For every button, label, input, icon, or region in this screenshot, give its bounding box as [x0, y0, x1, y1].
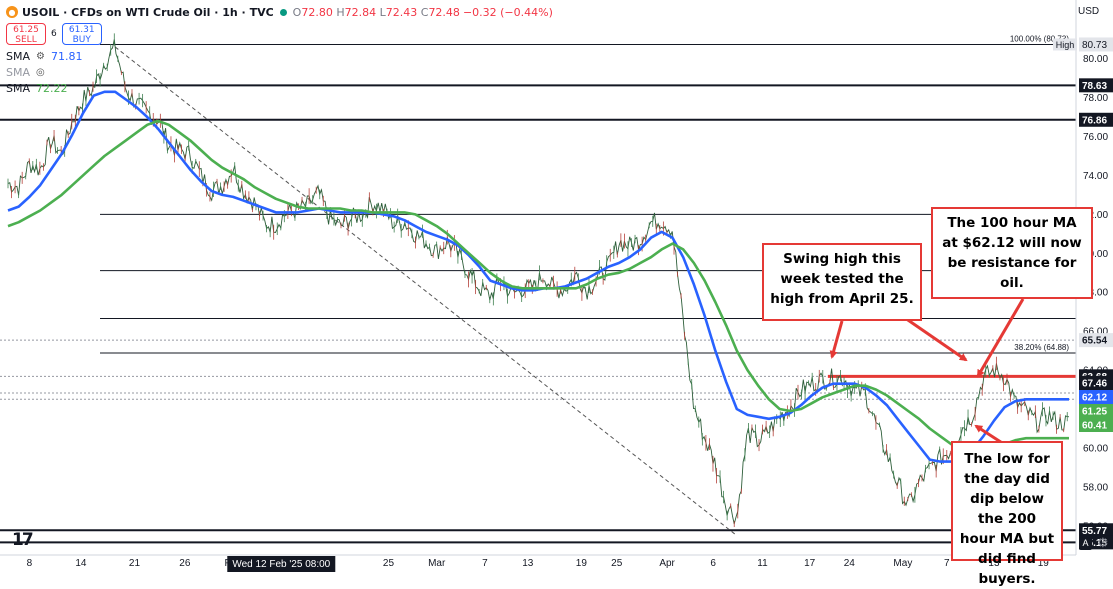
- level-price-text: 55.77: [1082, 526, 1107, 537]
- current-price-badge: [1079, 418, 1113, 432]
- callout-swing-high: Swing high this week tested the high fro…: [762, 243, 922, 321]
- y-tick-label: 78.00: [1083, 93, 1108, 104]
- crosshair-time-label: Wed 12 Feb '25 08:00: [232, 559, 330, 570]
- level-price-text: 78.63: [1082, 81, 1107, 92]
- arrow-to-100-hour-ma: [976, 298, 1025, 378]
- x-tick-label: 7: [944, 558, 950, 569]
- x-tick-label: 6: [710, 558, 716, 569]
- x-tick-label: Apr: [659, 558, 675, 569]
- currency-label[interactable]: USD: [1078, 6, 1100, 17]
- price-change: −0.32 (−0.44%): [462, 5, 553, 19]
- high-price-text: 80.73: [1082, 40, 1107, 51]
- level-price-text: 55.15: [1082, 538, 1107, 549]
- current-price-badge: [1079, 390, 1113, 404]
- symbol-name[interactable]: USOIL · CFDs on WTI Crude Oil · 1h · TVC: [22, 5, 274, 19]
- x-tick-label: 21: [129, 558, 141, 569]
- x-tick-label: 25: [383, 558, 395, 569]
- trendlines: [114, 46, 1081, 536]
- high-price-badge: [1079, 37, 1113, 52]
- moving-averages: [7, 90, 1069, 463]
- current-price-text: 62.12: [1082, 393, 1107, 404]
- eye-hidden-icon[interactable]: ◎: [36, 66, 45, 78]
- symbol-row[interactable]: ● USOIL · CFDs on WTI Crude Oil · 1h · T…: [6, 4, 553, 20]
- horizontal-levels: 100.00% (80.73) 38.20% (64.88): [0, 34, 1076, 544]
- callout-100-hour-ma: The 100 hour MA at $62.12 will now be re…: [931, 207, 1093, 299]
- sma-200-line: [7, 119, 1069, 456]
- price-chart[interactable]: 100.00% (80.73) 38.20% (64.88) 80.00 78.00…: [0, 0, 1113, 573]
- x-tick-label: 19: [1038, 558, 1050, 569]
- y-tick-label: 68.00: [1083, 288, 1108, 299]
- x-tick-label: 13: [522, 558, 534, 569]
- indicator-sma-200[interactable]: SMA 72.22: [6, 81, 68, 95]
- y-tick-label: 66.00: [1083, 327, 1108, 338]
- x-tick-label: Mar: [428, 558, 446, 569]
- trade-buttons: 61.25 SELL 6 61.31 BUY: [6, 23, 553, 45]
- price-badges: High80.7378.6376.8665.5463.6862.8255.775…: [1053, 37, 1113, 550]
- y-tick-label: 74.00: [1083, 171, 1108, 182]
- y-tick-label: 80.00: [1083, 54, 1108, 65]
- level-price-badge: [1079, 333, 1113, 348]
- callout-low-of-day: The low for the day did dip below the 20…: [951, 441, 1063, 587]
- tradingview-logo-icon: 17: [12, 530, 34, 550]
- market-open-icon: [279, 8, 287, 16]
- chart-settings-icon[interactable]: ⚙: [1097, 535, 1109, 550]
- current-price-badge: [1079, 376, 1113, 390]
- indicator-sma-100[interactable]: SMA ⚙ 71.81: [6, 49, 83, 63]
- sma-200-value: 72.22: [36, 81, 68, 95]
- level-price-text: 65.54: [1082, 336, 1107, 347]
- x-tick-label: 8: [27, 558, 33, 569]
- chart-legend: ● USOIL · CFDs on WTI Crude Oil · 1h · T…: [6, 4, 553, 96]
- sell-button[interactable]: 61.25 SELL: [6, 23, 46, 45]
- arrow-to-swing-high-left: [829, 320, 844, 359]
- x-tick-label: May: [893, 558, 912, 569]
- auto-scale-button[interactable]: A: [1079, 537, 1092, 550]
- fib-level-label: 100.00% (80.73): [1010, 34, 1069, 43]
- fib-level-label: 38.20% (64.88): [1014, 343, 1069, 352]
- x-tick-label: 26: [179, 558, 191, 569]
- sma-100-value: 71.81: [50, 49, 83, 63]
- level-price-badge: [1079, 523, 1113, 538]
- level-price-badge: [1079, 78, 1113, 93]
- arrow-to-swing-high-right: [904, 316, 968, 362]
- x-tick-label: 7: [482, 558, 488, 569]
- current-price-badge: [1079, 404, 1113, 418]
- x-tick-label: 13: [988, 558, 1000, 569]
- high-marker-text: High: [1056, 40, 1075, 50]
- x-tick-label: 17: [804, 558, 816, 569]
- x-tick-label: 14: [75, 558, 87, 569]
- buy-button[interactable]: 61.31 BUY: [61, 23, 102, 45]
- current-price-text: 67.46: [1082, 379, 1107, 390]
- x-tick-label: 25: [611, 558, 623, 569]
- y-tick-label: 76.00: [1083, 132, 1108, 143]
- y-tick-label: 72.00: [1083, 210, 1108, 221]
- ohlc-values: O72.80 H72.84 L72.43 C72.48: [292, 5, 460, 19]
- x-tick-label: 24: [844, 558, 856, 569]
- high-marker-box: [1053, 38, 1077, 51]
- settings-gear-icon[interactable]: ⚙: [36, 50, 45, 62]
- x-tick-label: 11: [757, 558, 768, 569]
- x-tick-label: 19: [576, 558, 588, 569]
- level-price-badge: [1079, 112, 1113, 127]
- crosshair-time-box: [227, 556, 336, 572]
- downward-trendline: [114, 46, 738, 536]
- y-tick-label: 70.00: [1083, 249, 1108, 260]
- current-price-text: 60.41: [1082, 421, 1107, 432]
- y-tick-label: 60.00: [1083, 443, 1108, 454]
- current-price-text: 61.25: [1082, 407, 1107, 418]
- level-price-text: 76.86: [1082, 115, 1107, 126]
- axes: 80.00 78.00 76.00 74.00 72.00 70.00 68.00 66.00…: [0, 0, 1109, 572]
- indicator-sma-hidden[interactable]: SMA ◎: [6, 65, 45, 79]
- y-tick-label: 58.00: [1083, 482, 1108, 493]
- spread-value: 6: [51, 29, 57, 39]
- oil-symbol-icon: ●: [6, 6, 18, 18]
